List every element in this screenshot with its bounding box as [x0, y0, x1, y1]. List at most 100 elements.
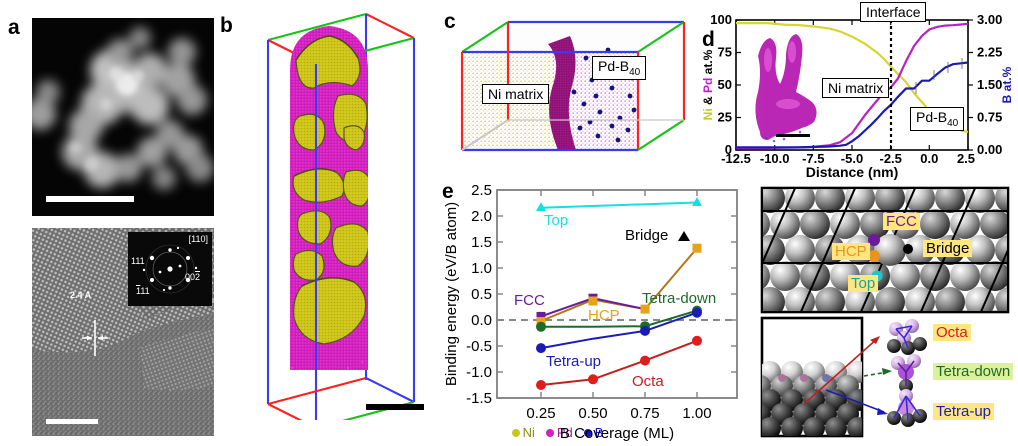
site-marker-hcp	[868, 250, 880, 262]
label-ni-matrix-d: Ni matrix	[822, 78, 890, 99]
inline-label-fcc: FCC	[514, 292, 545, 309]
subsurface-label-octa: Octa	[933, 324, 971, 341]
markers-hcp	[536, 243, 702, 325]
svg-text:1.0: 1.0	[471, 260, 492, 277]
cluster-tetra-up	[887, 389, 927, 427]
fft-zone-axis-label: [110]	[188, 234, 208, 244]
fft-spot-label-1-11: 111	[136, 286, 150, 296]
marker-top-0.25	[536, 202, 546, 211]
svg-text:1.50: 1.50	[977, 77, 1002, 92]
panel-b-letter: b	[220, 14, 233, 37]
svg-text:0.75: 0.75	[977, 110, 1002, 125]
svg-text:0.00: 0.00	[977, 142, 1002, 157]
svg-text:-5.0: -5.0	[841, 151, 863, 166]
series-line-top	[540, 201, 698, 209]
panel-d-inset	[755, 34, 817, 143]
svg-text:0.5: 0.5	[471, 286, 492, 303]
svg-text:0.50: 0.50	[578, 405, 607, 422]
svg-text:-7.5: -7.5	[802, 151, 824, 166]
svg-text:0.0: 0.0	[920, 151, 938, 166]
marker-bridge	[678, 231, 690, 241]
svg-text:0.0: 0.0	[471, 312, 492, 329]
haadf-stem-image	[32, 18, 214, 216]
legend-dot-pd	[545, 428, 554, 437]
label-pd-b40-d: Pd-B40	[910, 107, 965, 132]
apt-reconstruction	[266, 12, 424, 420]
lattice-spacing-label: 2.4 A	[70, 290, 92, 300]
legend-label-b: B	[594, 425, 604, 441]
binding-energy-chart: 2.5 2.0 1.5 1.0 0.5 0.0 -0.5 -1.0 -1.5 0…	[443, 182, 738, 442]
svg-text:3.00: 3.00	[977, 12, 1002, 27]
site-marker-bridge	[903, 244, 913, 254]
svg-text:0: 0	[725, 142, 732, 157]
fft-spot-label-111: 111	[131, 256, 145, 266]
subsurface-label-tetra-up: Tetra-up	[933, 403, 995, 420]
panel-b: b	[218, 0, 603, 446]
svg-text:50: 50	[718, 77, 732, 92]
panel-e-ylabel: Binding energy (eV/B atom)	[443, 202, 460, 386]
subsurface-site-diagram	[760, 316, 927, 438]
inline-label-octa: Octa	[632, 373, 664, 390]
svg-text:B at.%: B at.%	[1000, 66, 1014, 103]
scalebar-panel-d-inset	[776, 134, 810, 137]
panel-e-letter: e	[442, 180, 454, 203]
svg-text:0.75: 0.75	[630, 405, 659, 422]
panel-a: a	[0, 0, 218, 446]
inline-label-bridge: Bridge	[625, 227, 668, 244]
apt-slab-diagram	[460, 20, 686, 152]
site-label-fcc: FCC	[883, 213, 920, 230]
panel-e-xlabel: B Coverage (ML)	[560, 425, 674, 442]
scalebar-hrtem	[46, 419, 98, 424]
svg-text:Ni & Pd at.%: Ni & Pd at.%	[701, 49, 715, 120]
site-marker-fcc	[868, 234, 880, 246]
panel-d-ylabel-left: Ni & Pd at.%	[701, 49, 715, 120]
svg-text:-10.0: -10.0	[760, 151, 790, 166]
panel-c-letter: c	[444, 10, 456, 33]
svg-text:0.25: 0.25	[526, 405, 555, 422]
svg-text:2.0: 2.0	[471, 208, 492, 225]
svg-text:100: 100	[710, 12, 732, 27]
site-label-bridge: Bridge	[923, 240, 973, 257]
legend-label-ni: Ni	[522, 425, 535, 441]
label-ni-matrix-c: Ni matrix	[482, 84, 550, 105]
svg-text:75: 75	[718, 45, 732, 60]
panel-d-ylabel-right: B at.%	[1000, 66, 1014, 103]
panel-d-xlabel: Distance (nm)	[806, 164, 899, 180]
label-interface: Interface	[860, 2, 927, 23]
svg-text:1.5: 1.5	[471, 234, 492, 251]
subsurface-label-tetra-down: Tetra-down	[933, 363, 1014, 380]
surface-site-map	[760, 186, 1010, 314]
inline-label-top: Top	[544, 212, 568, 229]
label-pd-b40-c: Pd-B40	[592, 56, 647, 81]
inline-label-tetra-up: Tetra-up	[546, 353, 601, 370]
panel-c: c	[440, 0, 702, 180]
svg-text:2.25: 2.25	[977, 45, 1002, 60]
legend-dot-b	[583, 428, 592, 437]
panel-e-site-diagrams: FCC HCP Bridge Top	[755, 178, 1018, 446]
svg-text:2.5: 2.5	[471, 182, 492, 199]
legend-label-pd: Pd	[556, 425, 573, 441]
site-label-top: Top	[848, 275, 879, 292]
inline-label-tetra-down: Tetra-down	[642, 290, 716, 307]
fft-inset	[128, 232, 212, 306]
fft-spot-label-002: 002	[185, 272, 201, 282]
markers-tetra-up	[536, 307, 702, 354]
site-label-hcp: HCP	[832, 243, 870, 260]
scalebar-apt	[366, 404, 424, 410]
panel-e: e	[440, 178, 1018, 446]
panel-a-letter: a	[8, 16, 20, 39]
svg-text:25: 25	[718, 110, 732, 125]
svg-text:-2.5: -2.5	[879, 151, 901, 166]
scalebar-haadf	[46, 196, 134, 202]
svg-text:1.00: 1.00	[682, 405, 711, 422]
series-line-octa	[540, 339, 698, 386]
legend-dot-ni	[511, 428, 520, 437]
panel-b-legend: Ni Pd B	[473, 424, 653, 442]
svg-text:-12.5: -12.5	[721, 151, 751, 166]
markers-octa	[536, 335, 702, 390]
inline-label-hcp: HCP	[588, 307, 620, 324]
series-line-tetra-down	[541, 309, 698, 328]
svg-text:-1.0: -1.0	[466, 364, 492, 381]
lattice-spacing-marker	[82, 320, 108, 356]
